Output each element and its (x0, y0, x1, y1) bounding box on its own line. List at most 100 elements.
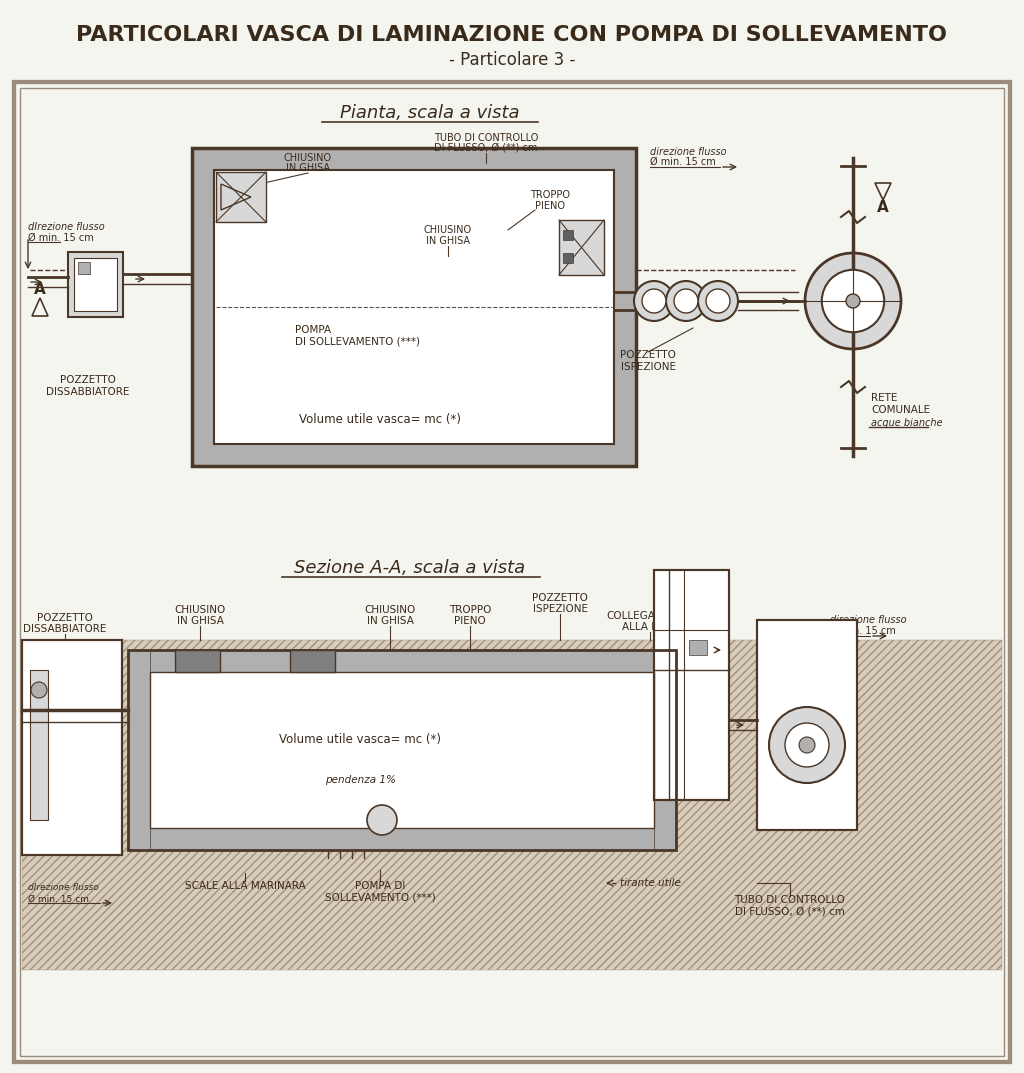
Text: Ø min. 15 cm: Ø min. 15 cm (650, 157, 716, 167)
Text: PARTICOLARI VASCA DI LAMINAZIONE CON POMPA DI SOLLEVAMENTO: PARTICOLARI VASCA DI LAMINAZIONE CON POM… (77, 25, 947, 45)
Bar (175, 650, 220, 672)
Text: Ø min. 15 cm: Ø min. 15 cm (830, 626, 896, 636)
Text: IN GHISA: IN GHISA (286, 163, 330, 173)
Text: PIENO: PIENO (454, 616, 485, 626)
Text: CHIUSINO: CHIUSINO (424, 225, 472, 235)
Text: RETE: RETE (871, 393, 897, 403)
Text: dIrezione flusso: dIrezione flusso (28, 883, 99, 893)
Circle shape (846, 294, 860, 308)
Text: RETE: RETE (794, 651, 820, 661)
Bar (193, 148, 636, 466)
Text: Volume utile vasca= mc (*): Volume utile vasca= mc (*) (279, 734, 441, 747)
Text: POMPA DI: POMPA DI (354, 881, 406, 891)
Bar (22, 640, 122, 855)
Text: Sezione A-A, scala a vista: Sezione A-A, scala a vista (295, 559, 525, 577)
Text: CHIUSINO: CHIUSINO (174, 605, 225, 615)
Bar (654, 650, 676, 850)
Text: ISPEZIONE: ISPEZIONE (532, 604, 588, 614)
Text: direzione flusso: direzione flusso (830, 615, 906, 624)
Circle shape (666, 281, 706, 321)
Text: acque blanche: acque blanche (771, 673, 843, 684)
Text: Pianta, scala a vista: Pianta, scala a vista (340, 104, 520, 122)
Bar (214, 170, 614, 444)
Bar (654, 570, 729, 800)
Text: TUBO DI CONTROLLO: TUBO DI CONTROLLO (434, 133, 539, 143)
Bar (214, 170, 614, 444)
Text: dIrezione flusso: dIrezione flusso (28, 222, 104, 232)
Bar (128, 650, 150, 850)
Text: IN GHISA: IN GHISA (176, 616, 223, 626)
Text: DI FLUSSO, Ø (**) cm: DI FLUSSO, Ø (**) cm (735, 907, 845, 917)
Bar (563, 253, 573, 263)
Bar (22, 640, 1002, 970)
Circle shape (805, 253, 901, 349)
Text: TUBO DI CONTROLLO: TUBO DI CONTROLLO (734, 895, 846, 905)
Circle shape (642, 289, 666, 313)
Circle shape (799, 737, 815, 753)
Text: TROPPO: TROPPO (449, 605, 492, 615)
Text: A: A (34, 282, 46, 297)
Text: PIENO: PIENO (535, 201, 565, 211)
Bar (216, 172, 266, 222)
Text: POZZETTO: POZZETTO (60, 374, 116, 385)
Text: COLLEGAMENTO: COLLEGAMENTO (607, 611, 693, 621)
Text: POMPA: POMPA (295, 325, 331, 335)
Circle shape (785, 723, 829, 767)
Circle shape (698, 281, 738, 321)
Circle shape (674, 289, 698, 313)
Bar (30, 670, 48, 820)
Text: direzione flusso: direzione flusso (650, 147, 727, 157)
Bar (614, 148, 636, 466)
Text: IN GHISA: IN GHISA (367, 616, 414, 626)
Bar (193, 444, 636, 466)
Bar (757, 620, 857, 831)
Text: - Particolare 3 -: - Particolare 3 - (449, 52, 575, 69)
Text: COMUNALE: COMUNALE (871, 405, 930, 415)
Circle shape (769, 707, 845, 783)
Text: POZZETTO: POZZETTO (621, 350, 676, 361)
Bar (150, 672, 654, 828)
Circle shape (634, 281, 674, 321)
Text: A: A (878, 201, 889, 216)
Bar (193, 148, 636, 170)
Bar (22, 640, 122, 855)
Text: SCALE ALLA MARINARA: SCALE ALLA MARINARA (184, 881, 305, 891)
Bar (128, 650, 676, 672)
Text: IN GHISA: IN GHISA (426, 236, 470, 246)
Text: Ø min. 15 cm: Ø min. 15 cm (28, 233, 94, 242)
Text: CHIUSINO: CHIUSINO (365, 605, 416, 615)
Text: SOLLEVAMENTO (***): SOLLEVAMENTO (***) (325, 893, 435, 903)
Circle shape (31, 682, 47, 699)
Text: DISSABBIATORE: DISSABBIATORE (46, 387, 130, 397)
Text: DI SOLLEVAMENTO (***): DI SOLLEVAMENTO (***) (295, 337, 420, 347)
Bar (78, 262, 90, 274)
Circle shape (367, 805, 397, 835)
Bar (757, 620, 857, 831)
Text: POZZETTO: POZZETTO (532, 593, 588, 603)
Bar (128, 828, 676, 850)
Text: ALLA RETE: ALLA RETE (623, 622, 678, 632)
Text: TROPPO: TROPPO (530, 190, 570, 200)
Bar (689, 640, 707, 655)
Bar (128, 650, 676, 850)
Bar (654, 570, 729, 800)
Circle shape (706, 289, 730, 313)
Text: Volume utile vasca= mc (*): Volume utile vasca= mc (*) (299, 413, 461, 426)
Text: COMUNALE: COMUNALE (777, 662, 837, 672)
Text: ISPEZIONE: ISPEZIONE (621, 362, 676, 372)
Bar (150, 650, 654, 828)
Bar (68, 252, 123, 317)
Bar (563, 230, 573, 240)
Text: DI FLUSSO, Ø (**) cm: DI FLUSSO, Ø (**) cm (434, 143, 538, 153)
Bar (193, 148, 214, 466)
Text: POZZETTO: POZZETTO (37, 613, 93, 623)
Text: tirante utile: tirante utile (620, 878, 681, 888)
Circle shape (822, 269, 884, 333)
Text: CHIUSINO: CHIUSINO (284, 153, 332, 163)
Bar (290, 650, 335, 672)
Text: pendenza 1%: pendenza 1% (325, 775, 395, 785)
Text: DISSABBIATORE: DISSABBIATORE (24, 624, 106, 634)
Text: Ø min. 15 cm: Ø min. 15 cm (28, 895, 89, 903)
Bar (74, 258, 117, 311)
Text: acque bianche: acque bianche (871, 418, 942, 428)
